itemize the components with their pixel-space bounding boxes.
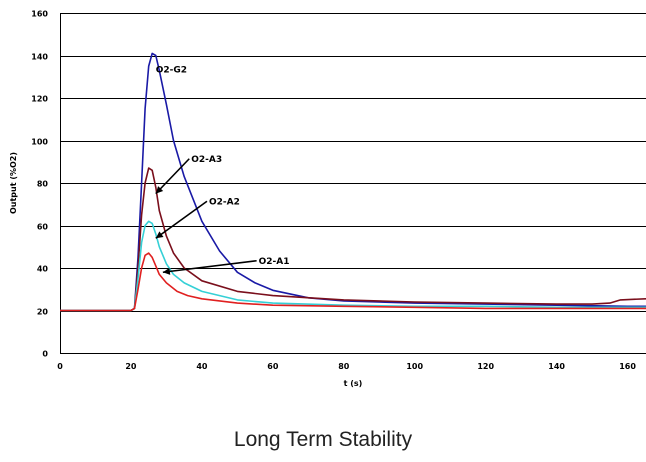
x-tick-label: 80 <box>338 362 350 371</box>
annotation-arrowhead <box>155 186 164 194</box>
series-line-o2-g2 <box>60 52 646 312</box>
y-tick-label: 160 <box>31 10 48 19</box>
grid-lines <box>60 13 646 312</box>
y-tick-label: 0 <box>42 350 48 359</box>
y-tick-label: 100 <box>31 138 48 147</box>
x-axis-label: t (s) <box>344 379 363 388</box>
annotations: O2-G2 O2-A3 O2-A2 O2-A1 <box>155 66 290 275</box>
annotation-label: O2-A3 <box>191 155 222 165</box>
annotation-label: O2-A2 <box>209 197 240 207</box>
series-lines <box>60 52 646 312</box>
chart-caption: Long Term Stability <box>233 428 413 451</box>
y-tick-label: 20 <box>37 308 49 317</box>
annotation-arrow <box>155 200 208 239</box>
x-tick-label: 0 <box>57 362 63 371</box>
x-tick-label: 20 <box>125 362 137 371</box>
series-line-o2-a2 <box>60 220 646 312</box>
y-tick-labels: 0 20 40 60 80 100 120 140 160 <box>31 10 48 359</box>
x-tick-label: 40 <box>196 362 208 371</box>
chart: 0 20 40 60 80 100 120 140 160 0 20 40 60 80 100 120 140… <box>9 10 646 388</box>
y-tick-label: 40 <box>37 265 49 274</box>
x-tick-label: 160 <box>619 362 636 371</box>
series-line-o2-a3 <box>60 167 646 312</box>
annotation-label: O2-A1 <box>259 257 290 267</box>
y-axis-label: Output (%O2) <box>9 152 18 214</box>
annotation-arrowhead <box>155 231 164 239</box>
y-tick-label: 140 <box>31 53 48 62</box>
series-line-o2-a1 <box>60 252 646 312</box>
x-tick-label: 100 <box>406 362 423 371</box>
y-tick-label: 120 <box>31 95 48 104</box>
annotation-arrow <box>155 158 190 195</box>
annotation-label: O2-G2 <box>156 66 187 76</box>
annotation-arrow <box>162 259 257 274</box>
y-tick-label: 80 <box>37 180 49 189</box>
x-tick-label: 140 <box>548 362 565 371</box>
axes <box>60 13 646 354</box>
x-tick-labels: 02040608010012014016018 <box>57 362 636 371</box>
x-tick-label: 60 <box>267 362 279 371</box>
y-tick-label: 60 <box>37 223 49 232</box>
annotation-arrowhead <box>162 267 171 275</box>
x-tick-label: 120 <box>477 362 494 371</box>
